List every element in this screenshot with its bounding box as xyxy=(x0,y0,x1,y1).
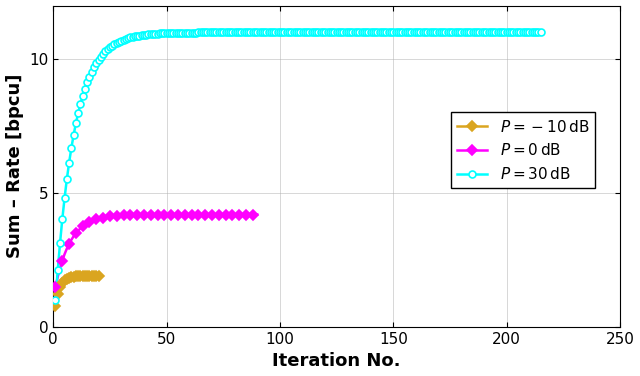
X-axis label: Iteration No.: Iteration No. xyxy=(273,352,401,370)
Legend: $P = -10\,\mathrm{dB}$, $P = 0\,\mathrm{dB}$, $P = 30\,\mathrm{dB}$: $P = -10\,\mathrm{dB}$, $P = 0\,\mathrm{… xyxy=(451,112,595,188)
Y-axis label: Sum – Rate [bpcu]: Sum – Rate [bpcu] xyxy=(6,74,24,258)
